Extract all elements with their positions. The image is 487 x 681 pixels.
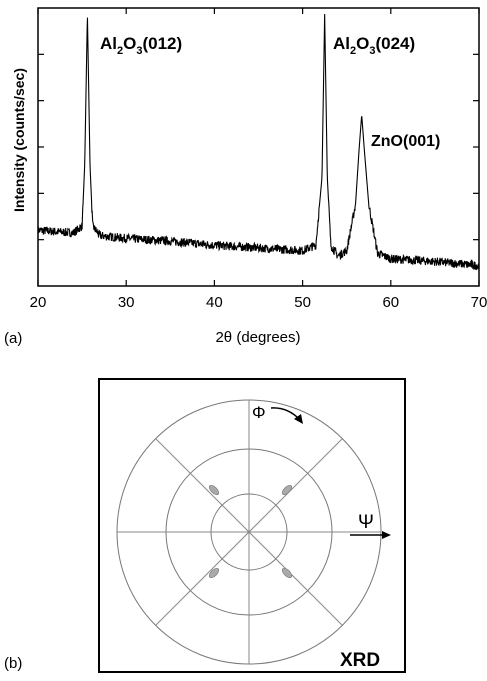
peak-label-al2o3-012: Al2O3(012)	[100, 34, 182, 57]
pole-spot	[208, 484, 220, 496]
psi-symbol: Ψ	[358, 512, 374, 533]
pole-diagonal-2	[155, 438, 343, 626]
pole-spot	[281, 567, 293, 579]
peak-label-al2o3-024: Al2O3(024)	[333, 34, 415, 57]
x-tick-label: 50	[294, 294, 311, 311]
x-tick-label: 20	[30, 294, 47, 311]
x-axis-label: 2θ (degrees)	[215, 329, 300, 346]
panel-a-label: (a)	[4, 330, 22, 347]
xrd-series-line	[37, 13, 480, 271]
panel-b: Φ Ψ XRD (b)	[4, 378, 406, 673]
x-tick-label: 60	[382, 294, 399, 311]
peak-label-zno-001: ZnO(001)	[371, 133, 440, 150]
x-tick-label: 30	[118, 294, 135, 311]
panel-a: 20 30 40 50 60 70 Intensity (counts/sec) 2θ (…	[4, 7, 487, 347]
pole-spot	[281, 484, 293, 496]
phi-symbol: Φ	[252, 403, 266, 422]
xrd-corner-label: XRD	[340, 650, 380, 671]
y-axis-label: Intensity (counts/sec)	[11, 68, 27, 212]
panel-b-label: (b)	[4, 655, 22, 672]
pole-figure-frame	[98, 378, 406, 673]
psi-arrowhead-icon	[382, 531, 391, 539]
x-tick-labels: 20 30 40 50 60 70	[30, 294, 487, 311]
phi-arrowhead-icon	[294, 414, 303, 424]
axis-ticks	[37, 8, 480, 286]
x-tick-label: 70	[471, 294, 487, 311]
x-tick-label: 40	[206, 294, 223, 311]
pole-spot	[208, 567, 220, 579]
